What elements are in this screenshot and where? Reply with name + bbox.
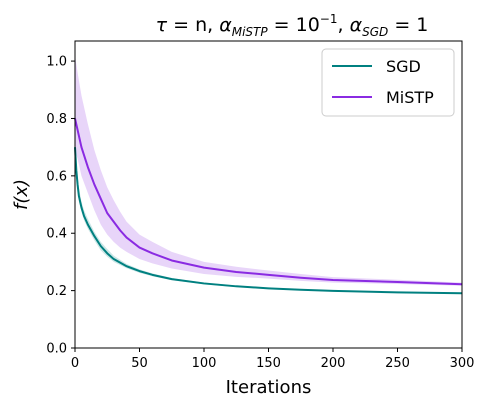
x-tick-label: 250	[385, 356, 410, 371]
x-tick-label: 150	[256, 356, 281, 371]
x-tick-label: 50	[131, 356, 148, 371]
y-tick-label: 0.2	[46, 284, 67, 299]
legend-label-sgd: SGD	[386, 57, 421, 76]
line-sgd	[74, 147, 463, 295]
chart-title: τ = n, αMiSTP = 10−1, αSGD = 1	[156, 12, 429, 39]
legend: SGD MiSTP	[321, 48, 455, 117]
legend-label-mistp: MiSTP	[386, 88, 434, 107]
y-axis-label: f(x)	[11, 179, 32, 210]
x-tick-label: 300	[450, 356, 475, 371]
y-axis-ticks: 0.0 0.2 0.4 0.6 0.8 1.0	[46, 55, 75, 357]
x-tick-label: 100	[192, 356, 217, 371]
x-tick-label: 0	[71, 356, 79, 371]
y-tick-label: 1.0	[46, 55, 67, 70]
y-tick-label: 0.6	[46, 169, 67, 184]
x-tick-label: 200	[321, 356, 346, 371]
y-tick-label: 0.4	[46, 227, 67, 242]
y-tick-label: 0.8	[46, 112, 67, 127]
y-tick-label: 0.0	[46, 342, 67, 357]
x-axis-label: Iterations	[226, 377, 312, 398]
line-mistp	[74, 118, 463, 286]
x-axis-ticks: 0 50 100 150 200 250 300	[71, 348, 475, 371]
band-sgd	[75, 135, 462, 294]
series-lines	[74, 118, 463, 295]
